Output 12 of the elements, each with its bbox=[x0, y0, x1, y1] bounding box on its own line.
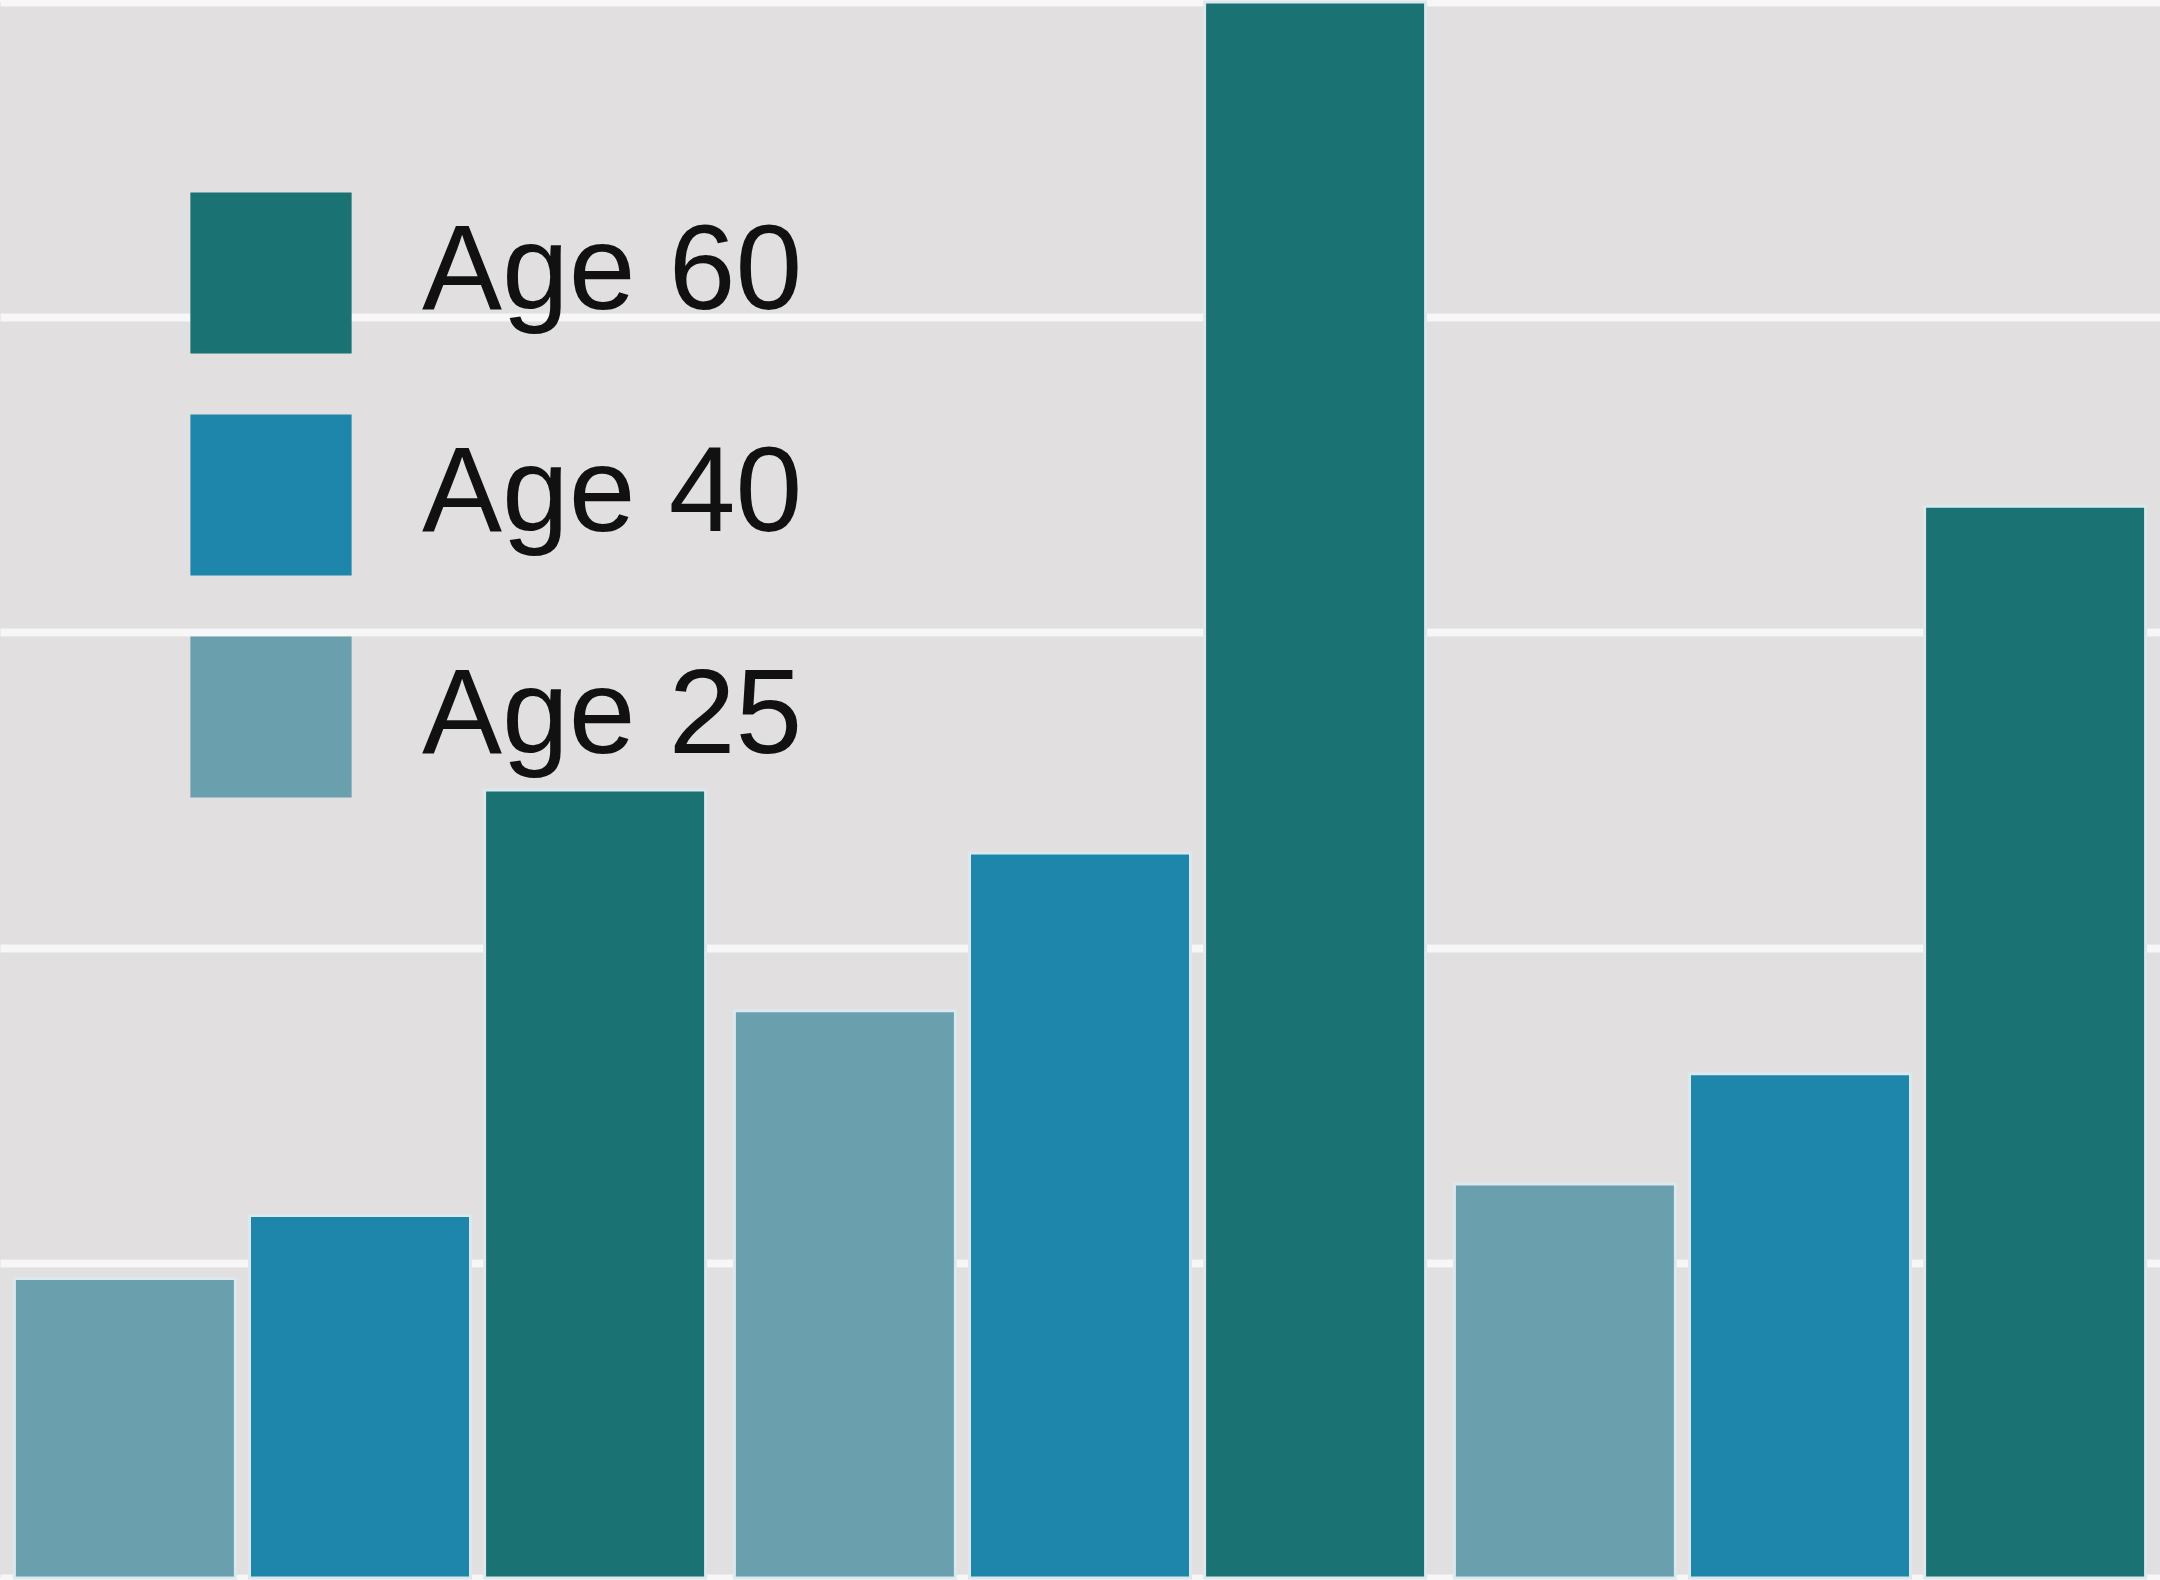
bar bbox=[968, 851, 1192, 1580]
bar bbox=[1688, 1072, 1912, 1580]
legend-label: Age 25 bbox=[422, 644, 803, 778]
bar bbox=[732, 1009, 957, 1580]
bar bbox=[483, 788, 708, 1580]
bar bbox=[248, 1214, 472, 1580]
legend-label: Age 40 bbox=[422, 422, 803, 556]
bar bbox=[1203, 0, 1428, 1580]
bar bbox=[12, 1277, 237, 1580]
bar bbox=[1452, 1182, 1677, 1580]
legend-label: Age 60 bbox=[422, 200, 803, 334]
bar bbox=[1923, 504, 2148, 1580]
